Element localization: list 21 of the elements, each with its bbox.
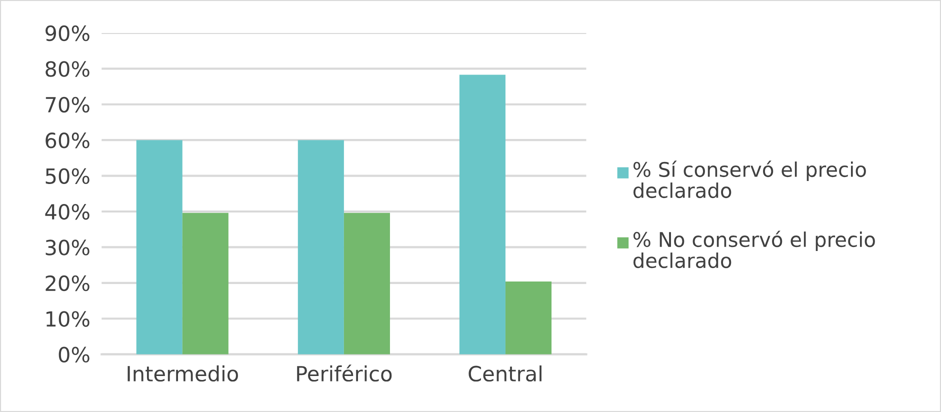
x-tick-label: Periférico <box>297 364 392 382</box>
y-tick-label: 80% <box>46 61 90 77</box>
y-tick-label: 50% <box>46 168 90 184</box>
y-tick-label: 90% <box>46 25 90 42</box>
y-tick-label: 40% <box>45 204 90 220</box>
x-tick-label: Central <box>468 365 542 382</box>
legend-label: % Sí conservó el precio declarado <box>633 160 866 198</box>
bar <box>505 281 552 354</box>
y-tick-label: 20% <box>46 275 90 292</box>
bar <box>136 140 182 354</box>
y-tick-label: 60% <box>46 132 90 148</box>
bar <box>298 140 344 354</box>
y-tick-label: 30% <box>46 240 90 256</box>
legend-label: % No conservó el precio declarado <box>633 230 875 268</box>
y-tick-label: 10% <box>46 311 90 327</box>
x-tick-label: Intermedio <box>128 365 238 382</box>
y-tick-label: 70% <box>46 96 90 113</box>
y-tick-label: 0% <box>58 346 90 363</box>
bar <box>182 212 228 354</box>
bar <box>459 74 506 354</box>
bar <box>344 212 390 354</box>
